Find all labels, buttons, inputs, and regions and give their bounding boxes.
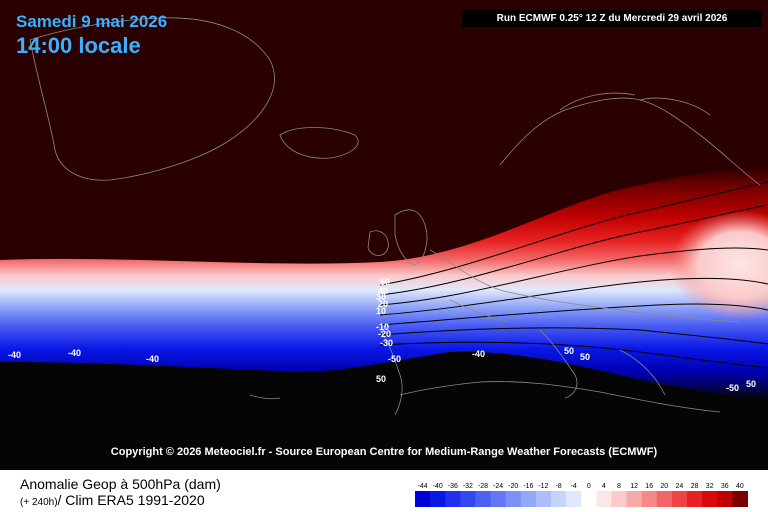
scale-swatch xyxy=(535,491,552,507)
scale-swatch xyxy=(702,491,718,507)
anomaly-map: 50 40 30 20 10 -10 -20 -30 -40 -40 -40 -… xyxy=(0,0,768,470)
contour-label: -40 xyxy=(472,349,485,359)
scale-tick-label: -8 xyxy=(555,483,561,490)
anomaly-band xyxy=(0,166,768,400)
scale-tick-label: -32 xyxy=(463,483,473,490)
contour-label: -30 xyxy=(380,338,393,348)
scale-tick-label: -16 xyxy=(523,483,533,490)
contour-lines xyxy=(379,181,768,369)
scale-tick-label: 28 xyxy=(691,483,699,490)
scale-swatch xyxy=(505,491,522,507)
scale-swatch xyxy=(445,491,461,507)
scale-tick-label: -12 xyxy=(538,483,548,490)
run-info: Run ECMWF 0.25° 12 Z du Mercredi 29 avri… xyxy=(462,10,762,27)
contour-label: 20 xyxy=(378,299,388,309)
color-scale: -44 -40 -36 -32 -28 -24 -20 -16 -12 -8 -4 0 4 8 12 16 20… xyxy=(415,483,748,507)
scale-swatch xyxy=(566,491,582,507)
contour-label-group: 50 40 30 20 10 -10 -20 -30 -40 -40 -40 -… xyxy=(8,277,756,393)
scale-swatch xyxy=(490,491,507,507)
scale-swatch xyxy=(671,491,688,507)
scale-tick-label: 24 xyxy=(676,483,684,490)
contour-label: 50 xyxy=(380,277,390,287)
scale-tick-label: -28 xyxy=(478,483,488,490)
scale-tick-label: -24 xyxy=(493,483,503,490)
contour-label: 30 xyxy=(376,292,386,302)
contour-label: 10 xyxy=(376,306,386,316)
scale-tick-label: -40 xyxy=(433,483,443,490)
scale-swatch xyxy=(596,491,612,507)
scale-tick-label: -36 xyxy=(448,483,458,490)
scale-swatch xyxy=(687,491,703,507)
scale-tick-label: -44 xyxy=(418,483,428,490)
scale-swatch xyxy=(581,491,597,507)
scale-tick-label: -20 xyxy=(508,483,518,490)
forecast-time: 14:00 locale xyxy=(16,33,141,58)
scale-swatch xyxy=(475,491,492,507)
climatology-label: / Clim ERA5 1991-2020 xyxy=(57,492,205,508)
contour-label: 50 xyxy=(746,379,756,389)
contour-label: 50 xyxy=(580,352,590,362)
map-canvas: 50 40 30 20 10 -10 -20 -30 -40 -40 -40 -… xyxy=(0,0,768,470)
legend-title: Anomalie Geop à 500hPa (dam) xyxy=(20,476,221,492)
contour-label: 50 xyxy=(376,374,386,384)
scale-tick-label: -4 xyxy=(571,483,577,490)
forecast-date: Samedi 9 mai 2026 xyxy=(16,12,168,31)
scale-tick-label: 36 xyxy=(721,483,729,490)
scale-tick-label: 40 xyxy=(736,483,744,490)
scale-swatch xyxy=(656,491,673,507)
scale-tick-label: 8 xyxy=(617,483,621,490)
scale-swatch xyxy=(520,491,537,507)
scale-swatch xyxy=(732,491,748,507)
legend-subtitle: (+ 240h)/ Clim ERA5 1991-2020 xyxy=(20,492,205,508)
scale-tick-label: 4 xyxy=(602,483,606,490)
copyright-text: Copyright © 2026 Meteociel.fr - Source E… xyxy=(110,446,658,458)
contour-label: -50 xyxy=(388,354,401,364)
scale-tick-label: 0 xyxy=(587,483,591,490)
scale-tick-label: 16 xyxy=(645,483,653,490)
contour-label: -40 xyxy=(146,354,159,364)
scale-tick-label: 20 xyxy=(660,483,668,490)
scale-swatch xyxy=(551,491,567,507)
scale-swatch xyxy=(430,491,446,507)
scale-swatch xyxy=(717,491,733,507)
contour-label: -50 xyxy=(726,383,739,393)
coastlines xyxy=(29,17,761,416)
scale-swatch xyxy=(611,491,628,507)
scale-swatch xyxy=(626,491,643,507)
contour-label: 40 xyxy=(378,286,388,296)
contour-label: 50 xyxy=(564,346,574,356)
contour-label: -40 xyxy=(68,348,81,358)
positive-anomaly-core xyxy=(670,210,768,320)
scale-tick-label: 32 xyxy=(706,483,714,490)
lead-time: (+ 240h) xyxy=(20,497,58,508)
scale-swatch xyxy=(415,491,431,507)
scale-swatch xyxy=(460,491,476,507)
scale-swatch xyxy=(641,491,658,507)
scale-tick-label: 12 xyxy=(630,483,638,490)
contour-label: -10 xyxy=(376,322,389,332)
south-region xyxy=(0,351,768,470)
contour-label: -40 xyxy=(8,350,21,360)
contour-label: -20 xyxy=(378,329,391,339)
